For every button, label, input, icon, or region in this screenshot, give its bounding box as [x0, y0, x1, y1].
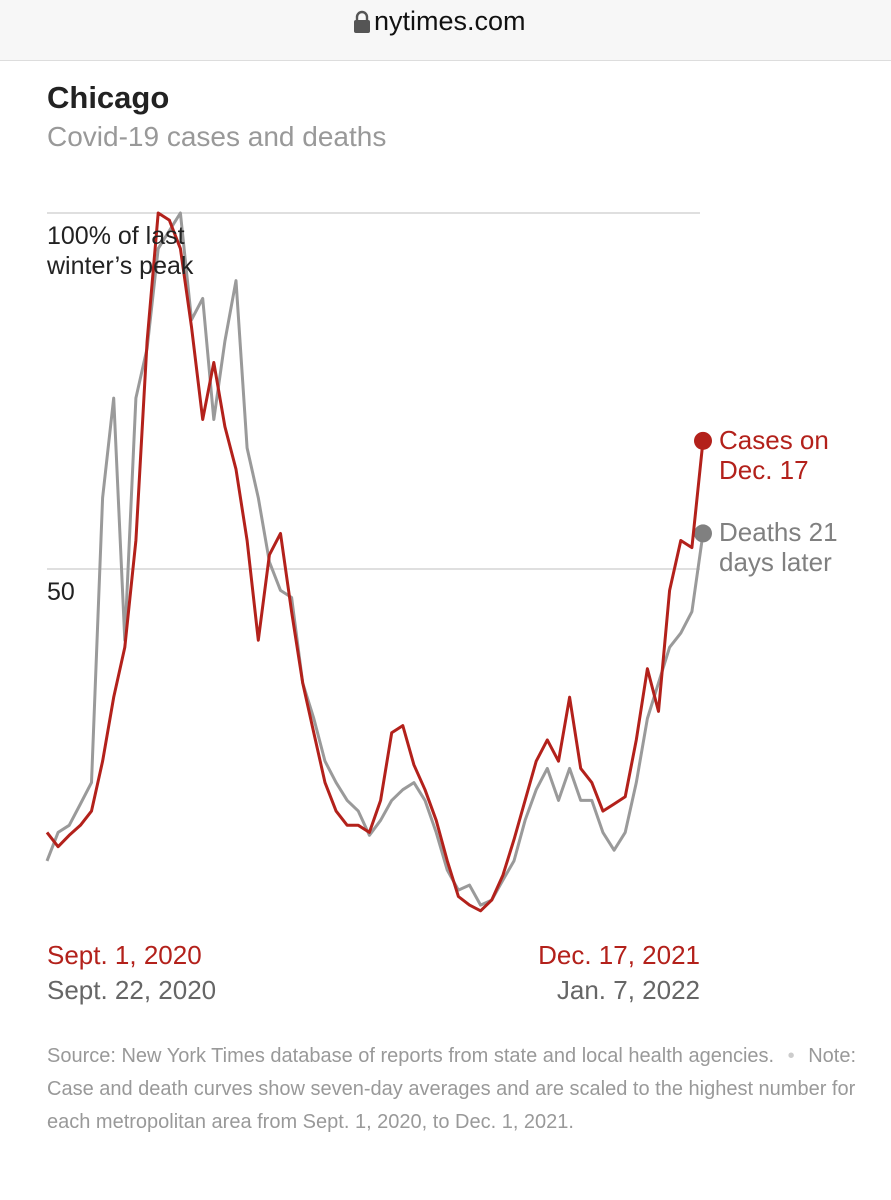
x-end-label: Jan. 7, 2022: [556, 975, 700, 1005]
x-start-label: Sept. 1, 2020: [47, 940, 202, 970]
chart-title: Chicago: [47, 80, 170, 115]
end-dot: [694, 524, 712, 543]
y-tick-label: 50: [47, 578, 75, 606]
x-start-label: Sept. 22, 2020: [47, 975, 217, 1005]
bullet: •: [787, 1045, 795, 1067]
series-label: Deaths 21 days later: [719, 517, 838, 578]
end-dot: [694, 431, 712, 450]
note: Note: Case and death curves show seven-d…: [47, 1045, 857, 1133]
footnote: Source: New York Times database of repor…: [47, 1040, 857, 1139]
browser-bar: nytimes.com: [0, 0, 891, 61]
url[interactable]: nytimes.com: [374, 6, 526, 36]
lock-icon: [354, 10, 370, 33]
source: Source: New York Times database of repor…: [47, 1045, 775, 1067]
series-line: [45, 211, 705, 907]
series-line: [45, 211, 705, 913]
y-tick-label: 100% of last winter’s peak: [47, 222, 194, 280]
chart-subtitle: Covid-19 cases and deaths: [47, 121, 387, 152]
series-label: Cases on Dec. 17: [719, 424, 829, 485]
x-end-label: Dec. 17, 2021: [538, 940, 700, 970]
